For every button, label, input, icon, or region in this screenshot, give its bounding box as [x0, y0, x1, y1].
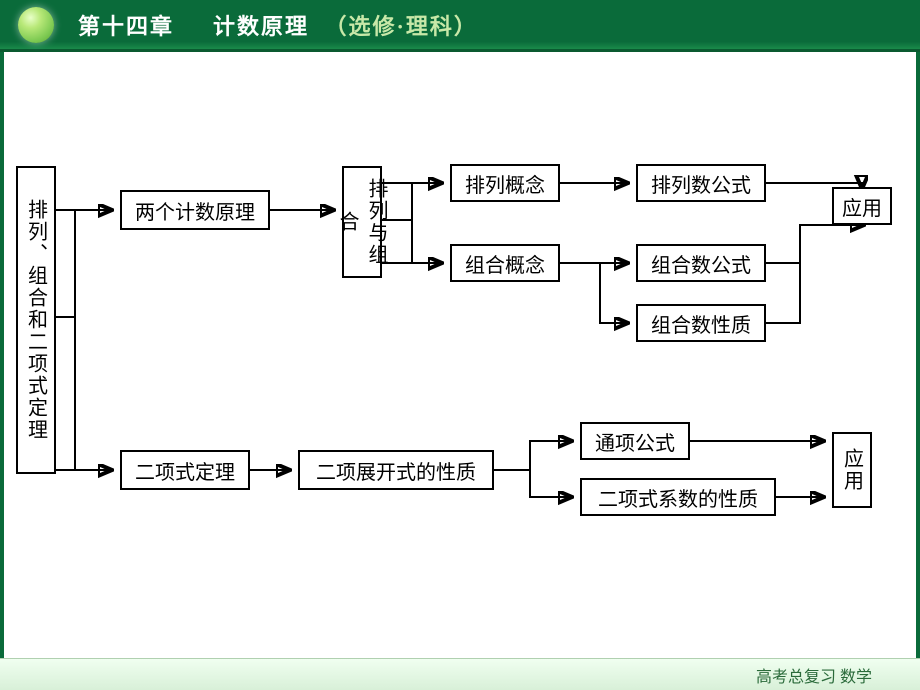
header-orb-icon: [18, 7, 54, 43]
node-coef_property: 二项式系数的性质: [580, 478, 776, 516]
node-general_term: 通项公式: [580, 422, 690, 460]
node-perm_formula: 排列数公式: [636, 164, 766, 202]
node-binomial_prop: 二项展开式的性质: [298, 450, 494, 490]
node-perm_comb: 排列与组合: [342, 166, 382, 278]
node-comb_property: 组合数性质: [636, 304, 766, 342]
page-footer: 高考总复习 数学: [0, 658, 920, 690]
page-header: 第十四章 计数原理 （选修·理科）: [0, 0, 920, 52]
node-root: 排列、组合和二项式定理: [16, 166, 56, 474]
chapter-number: 第十四章: [78, 14, 174, 39]
edge: [56, 210, 75, 470]
edge: [600, 263, 626, 323]
chapter-title: 第十四章 计数原理 （选修·理科）: [78, 9, 478, 41]
edge: [766, 263, 800, 323]
chapter-name: 计数原理: [213, 14, 309, 39]
node-perm_concept: 排列概念: [450, 164, 560, 202]
edge: [530, 470, 570, 497]
node-comb_concept: 组合概念: [450, 244, 560, 282]
diagram-content: 排列、组合和二项式定理 两个计数原理二项式定理 排列与组合 排列概念组合概念 排列数公式…: [0, 52, 920, 652]
node-app2: 应用: [832, 432, 872, 508]
connector-layer: [0, 52, 920, 652]
chapter-subtitle: （选修·理科）: [325, 14, 478, 39]
node-counting: 两个计数原理: [120, 190, 270, 230]
node-comb_formula: 组合数公式: [636, 244, 766, 282]
node-binomial: 二项式定理: [120, 450, 250, 490]
footer-text: 高考总复习 数学: [756, 663, 872, 687]
node-app1: 应用: [832, 187, 892, 225]
edge: [494, 441, 570, 470]
edge: [766, 225, 862, 263]
